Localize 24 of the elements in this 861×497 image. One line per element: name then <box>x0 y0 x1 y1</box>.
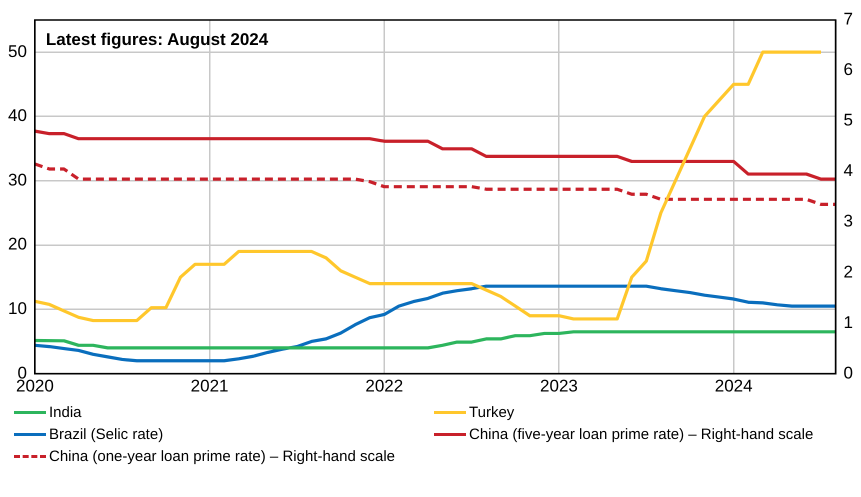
legend-label: China (five-year loan prime rate) – Right-hand scale <box>469 426 814 443</box>
y2-tick-label: 4 <box>844 161 854 180</box>
legend-label: China (one-year loan prime rate) – Right-hand scale <box>49 448 396 465</box>
y-tick-label: 30 <box>8 170 27 190</box>
x-tick-label: 2024 <box>714 376 753 396</box>
line-series <box>34 162 836 206</box>
x-tick-label: 2023 <box>540 376 578 396</box>
y2-tick-label: 6 <box>844 60 854 80</box>
legend-label: India <box>49 404 82 421</box>
annotation: Latest figures: August 2024 <box>46 30 269 50</box>
legend-label: Turkey <box>469 404 514 421</box>
y2-tick-label: 0 <box>844 363 854 382</box>
legend-label: Brazil (Selic rate) <box>49 426 164 443</box>
y-tick-label: 20 <box>8 234 27 254</box>
y2-tick-label: 2 <box>844 262 854 282</box>
y2-tick-label: 1 <box>844 312 854 332</box>
x-tick-label: 2021 <box>190 376 229 396</box>
y2-tick-label: 3 <box>844 212 854 231</box>
y-tick-label: 40 <box>8 106 27 126</box>
x-tick-label: 2022 <box>365 376 404 396</box>
y2-tick-label: 5 <box>844 110 854 130</box>
y-tick-label: 10 <box>8 298 27 318</box>
y2-tick-label: 7 <box>844 10 854 29</box>
y-tick-label: 50 <box>8 42 27 61</box>
